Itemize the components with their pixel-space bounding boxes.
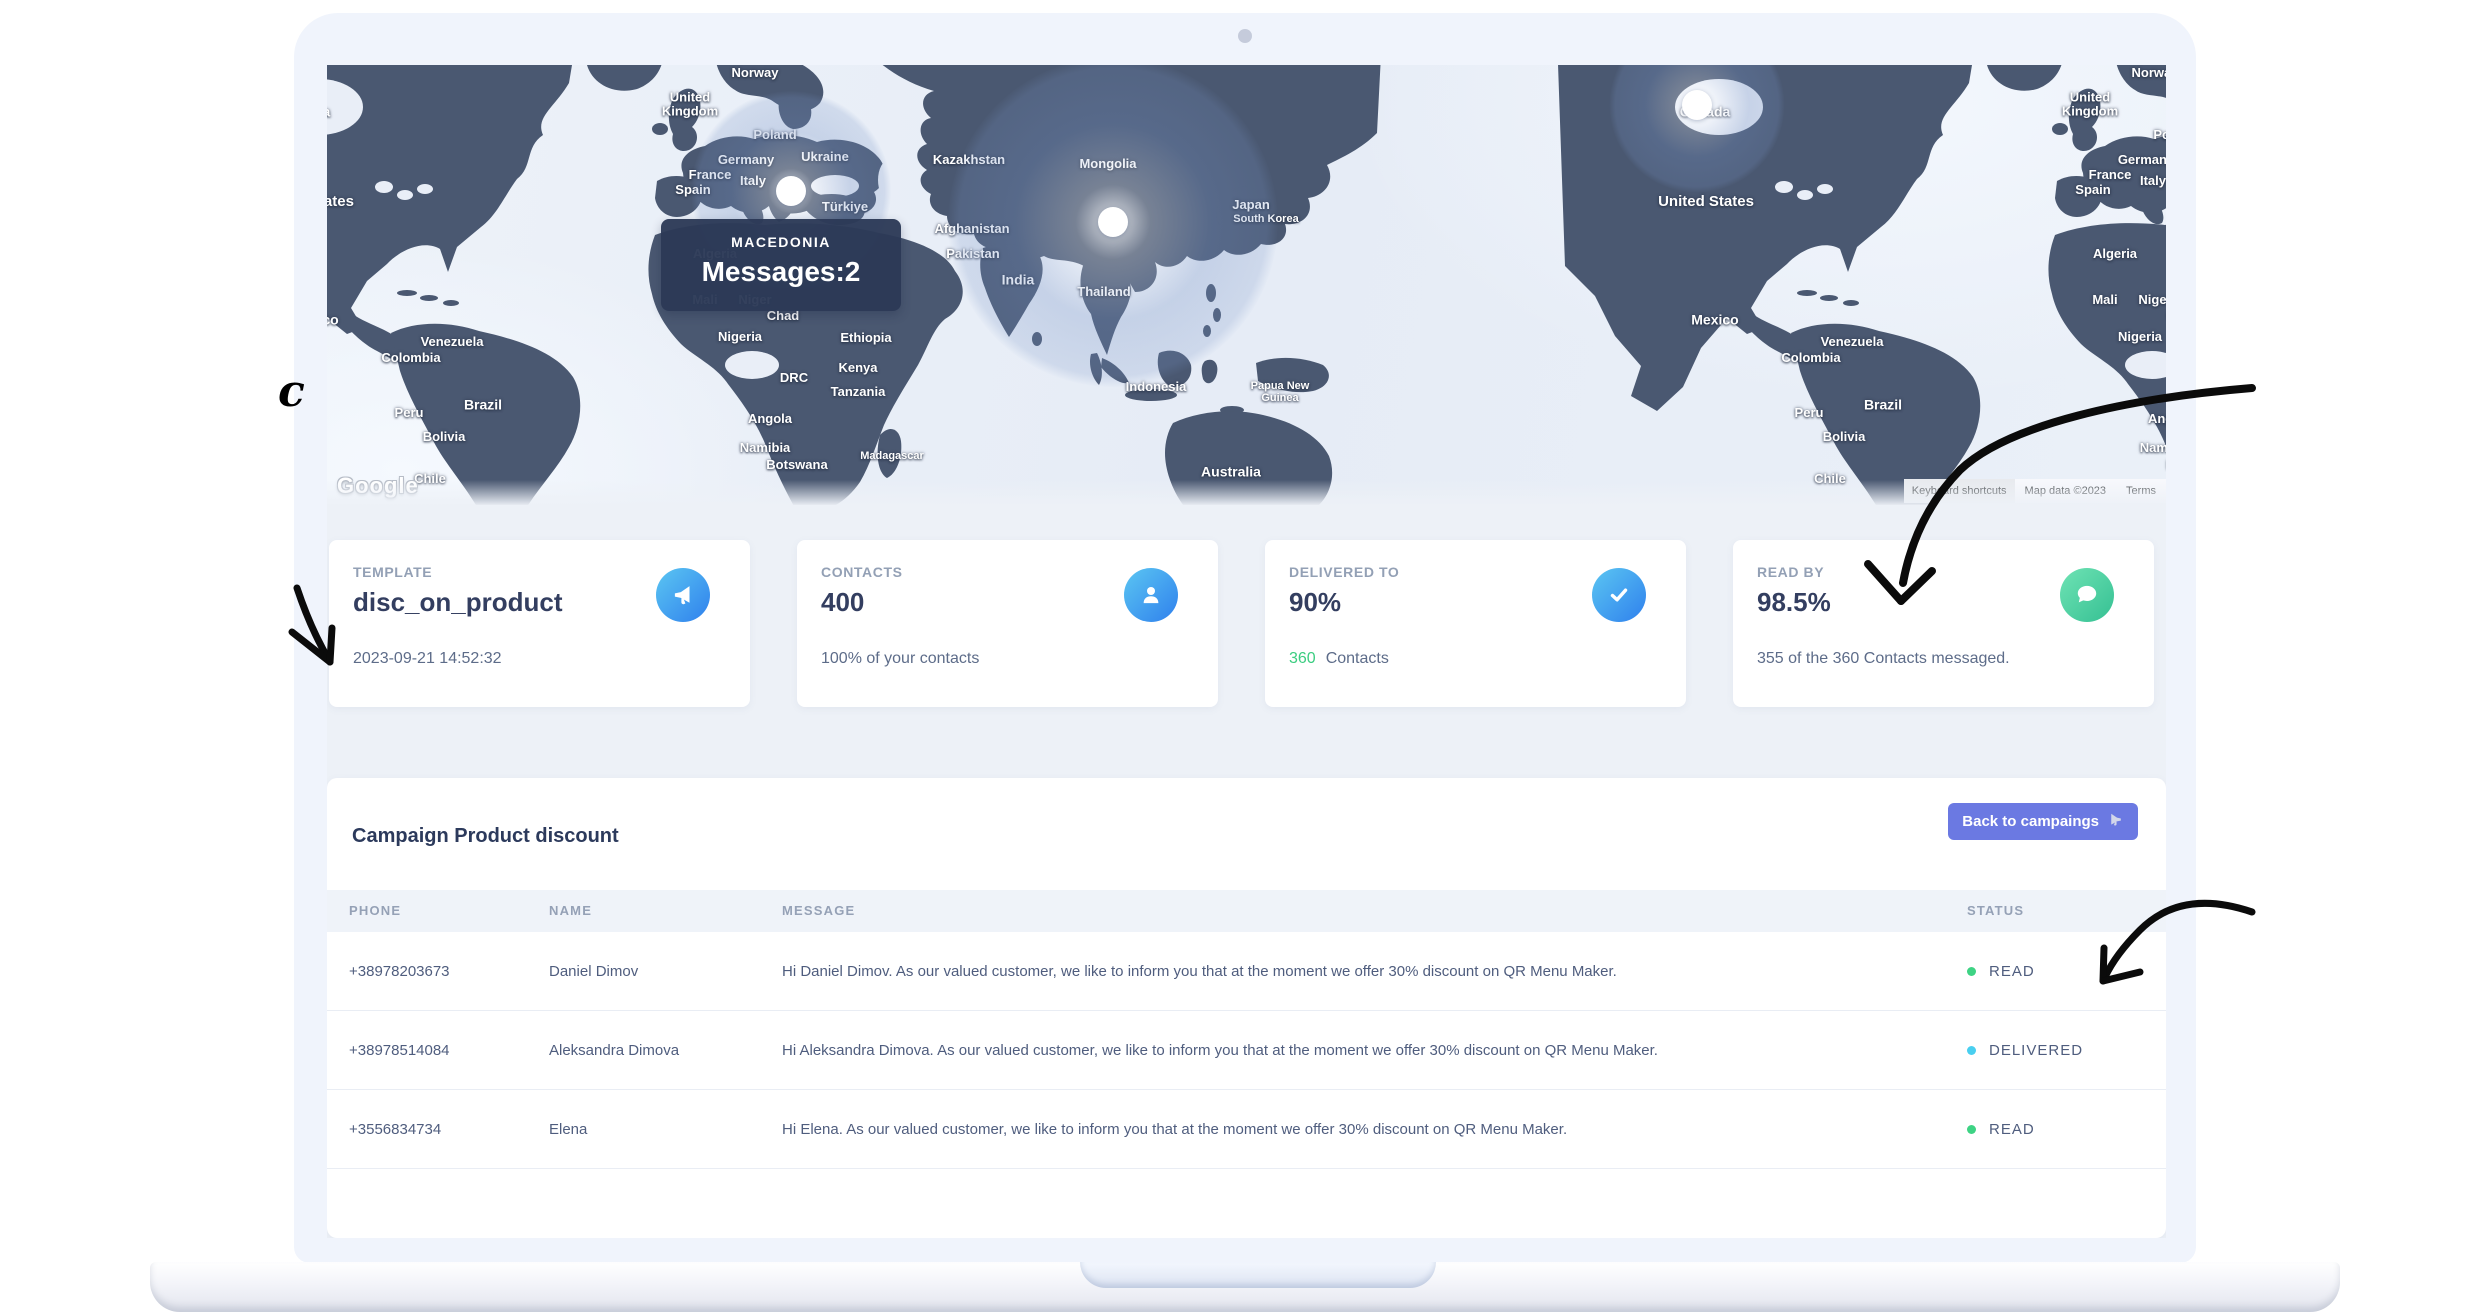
status-dot — [1967, 1124, 1976, 1134]
back-button-label: Back to campaings — [1962, 813, 2099, 830]
status-text: READ — [1989, 1120, 2035, 1138]
cell-name: Elena — [549, 1120, 588, 1138]
megaphone-icon — [656, 568, 710, 622]
delivered-count: 360 — [1289, 650, 1316, 667]
map-tooltip: MACEDONIA Messages:2 — [661, 219, 901, 311]
stat-sub: 2023-09-21 14:52:32 — [353, 650, 502, 667]
contacts-card: CONTACTS 400 100% of your contacts — [797, 540, 1218, 707]
cell-status: DELIVERED — [1967, 1011, 2083, 1089]
stat-value: 90% — [1289, 587, 1342, 617]
laptop-base-notch — [1080, 1262, 1436, 1288]
col-message: MESSAGE — [782, 903, 856, 918]
table-row[interactable]: +38978203673 Daniel Dimov Hi Daniel Dimo… — [327, 932, 2166, 1011]
megaphone-emoji-icon — [2107, 811, 2124, 832]
status-dot — [1967, 966, 1976, 976]
cell-phone: +38978203673 — [349, 962, 450, 980]
message-marker[interactable] — [776, 176, 806, 206]
cell-status: READ — [1967, 1090, 2035, 1168]
status-text: DELIVERED — [1989, 1041, 2084, 1059]
cell-message: Hi Aleksandra Dimova. As our valued cust… — [782, 1041, 1658, 1059]
terms-link[interactable]: Terms — [2126, 485, 2156, 497]
stat-sub-text: Contacts — [1325, 650, 1389, 667]
cell-name: Aleksandra Dimova — [549, 1041, 680, 1059]
status-text: READ — [1989, 962, 2035, 980]
campaign-title: Campaign Product discount — [352, 825, 619, 847]
col-status: STATUS — [1967, 903, 2025, 918]
check-icon — [1592, 568, 1646, 622]
screen-content: Norway United Kingdom Poland Germany Ukraine… — [327, 65, 2166, 1238]
status-dot — [1967, 1045, 1976, 1055]
stat-label: TEMPLATE — [353, 564, 433, 580]
message-marker[interactable] — [1098, 207, 1128, 237]
stat-sub: 355 of the 360 Contacts messaged. — [1757, 650, 2010, 667]
stat-sub: 360 Contacts — [1289, 650, 1662, 668]
cell-name: Daniel Dimov — [549, 962, 639, 980]
template-card: TEMPLATE disc_on_product 2023-09-21 14:5… — [329, 540, 750, 707]
table-header: PHONE NAME MESSAGE STATUS — [327, 890, 2166, 932]
tooltip-country: MACEDONIA — [731, 234, 831, 250]
readby-card: READ BY 98.5% 355 of the 360 Contacts me… — [1733, 540, 2154, 707]
chat-icon — [2060, 568, 2114, 622]
stat-sub: 100% of your contacts — [821, 650, 980, 667]
cell-status: READ — [1967, 932, 2035, 1010]
laptop-frame: Norway United Kingdom Poland Germany Ukraine… — [294, 13, 2196, 1263]
map-attribution: Keyboard shortcuts Map data ©2023 Terms — [1903, 479, 2166, 503]
col-name: NAME — [549, 903, 593, 918]
world-map[interactable]: Norway United Kingdom Poland Germany Ukraine… — [327, 65, 2166, 505]
stat-value: 98.5% — [1757, 587, 1831, 617]
stat-value: disc_on_product — [353, 587, 563, 617]
stats-row: TEMPLATE disc_on_product 2023-09-21 14:5… — [329, 540, 2166, 707]
stat-label: READ BY — [1757, 564, 1825, 580]
webcam-dot — [1238, 29, 1252, 43]
map-landmasses — [327, 65, 2166, 505]
tooltip-messages: Messages:2 — [701, 256, 861, 287]
google-logo[interactable]: Google — [337, 473, 419, 498]
back-to-campaigns-button[interactable]: Back to campaings — [1948, 803, 2138, 840]
table-body: +38978203673 Daniel Dimov Hi Daniel Dimo… — [327, 932, 2166, 1169]
table-row[interactable]: +3556834734 Elena Hi Elena. As our value… — [327, 1090, 2166, 1169]
stat-label: CONTACTS — [821, 564, 903, 580]
handwritten-cut-text: c — [278, 366, 305, 417]
delivered-card: DELIVERED TO 90% 360 Contacts — [1265, 540, 1686, 707]
map-data-copyright: Map data ©2023 — [2024, 485, 2107, 497]
table-row[interactable]: +38978514084 Aleksandra Dimova Hi Aleksa… — [327, 1011, 2166, 1090]
cell-message: Hi Daniel Dimov. As our valued customer,… — [782, 962, 1617, 980]
col-phone: PHONE — [349, 903, 402, 918]
cell-message: Hi Elena. As our valued customer, we lik… — [782, 1120, 1568, 1138]
cell-phone: +38978514084 — [349, 1041, 450, 1059]
laptop-base — [150, 1262, 2340, 1312]
keyboard-shortcuts-link[interactable]: Keyboard shortcuts — [1903, 479, 2015, 503]
campaign-card: Campaign Product discount Back to campai… — [327, 778, 2166, 1238]
person-icon — [1124, 568, 1178, 622]
message-marker[interactable] — [1682, 90, 1712, 120]
stat-label: DELIVERED TO — [1289, 564, 1400, 580]
stat-value: 400 — [821, 587, 865, 617]
cell-phone: +3556834734 — [349, 1120, 442, 1138]
